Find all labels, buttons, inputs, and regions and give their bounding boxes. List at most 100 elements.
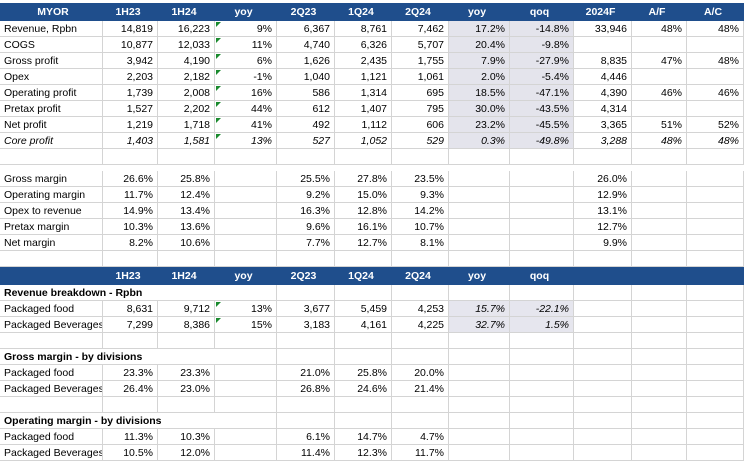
cell-pretax-margin-7[interactable] (449, 219, 510, 235)
empty-cell[interactable] (103, 149, 158, 165)
empty-cell[interactable] (392, 285, 449, 301)
row-label-revenue-rpbn[interactable]: Revenue, Rpbn (0, 21, 103, 37)
row-label-packaged-beverages[interactable]: Packaged Beverages (0, 317, 103, 333)
cell-core-profit-7[interactable]: 0.3% (449, 133, 510, 149)
row-label-packaged-beverages[interactable]: Packaged Beverages (0, 381, 103, 397)
cell-net-margin-10[interactable] (632, 235, 687, 251)
cell-pretax-margin-5[interactable]: 16.1% (335, 219, 392, 235)
cell-core-profit-10[interactable]: 48% (632, 133, 687, 149)
cell-core-profit-6[interactable]: 529 (392, 133, 449, 149)
cell-gross-profit-7[interactable]: 7.9% (449, 53, 510, 69)
cell-packaged-food-5[interactable]: 5,459 (335, 301, 392, 317)
empty-cell[interactable] (574, 149, 632, 165)
empty-cell[interactable] (449, 349, 510, 365)
empty-cell[interactable] (158, 397, 215, 413)
empty-cell[interactable] (510, 333, 574, 349)
empty-cell[interactable] (392, 397, 449, 413)
cell-pretax-margin-8[interactable] (510, 219, 574, 235)
cell-packaged-food-3[interactable]: 13% (215, 301, 277, 317)
empty-cell[interactable] (215, 333, 277, 349)
cell-operating-profit-9[interactable]: 4,390 (574, 85, 632, 101)
cell-core-profit-2[interactable]: 1,581 (158, 133, 215, 149)
section-title-revenue[interactable]: Revenue breakdown - Rpbn (0, 285, 277, 301)
empty-cell[interactable] (277, 349, 335, 365)
empty-cell[interactable] (0, 251, 103, 267)
cell-opex-to-revenue-3[interactable] (215, 203, 277, 219)
empty-cell[interactable] (687, 397, 744, 413)
empty-cell[interactable] (687, 285, 744, 301)
empty-cell[interactable] (0, 149, 103, 165)
cell-revenue-rpbn-3[interactable]: 9% (215, 21, 277, 37)
cell-packaged-food-2[interactable]: 10.3% (158, 429, 215, 445)
cell-packaged-food-8[interactable] (510, 429, 574, 445)
cell-cogs-11[interactable] (687, 37, 744, 53)
cell-packaged-beverages-2[interactable]: 8,386 (158, 317, 215, 333)
cell-packaged-food-10[interactable] (632, 365, 687, 381)
cell-packaged-beverages-8[interactable]: 1.5% (510, 317, 574, 333)
cell-packaged-food-11[interactable] (687, 365, 744, 381)
cell-revenue-rpbn-8[interactable]: -14.8% (510, 21, 574, 37)
cell-operating-margin-5[interactable]: 15.0% (335, 187, 392, 203)
row-label-packaged-food[interactable]: Packaged food (0, 429, 103, 445)
empty-cell[interactable] (449, 251, 510, 267)
cell-gross-margin-4[interactable]: 25.5% (277, 171, 335, 187)
cell-pretax-margin-1[interactable]: 10.3% (103, 219, 158, 235)
cell-pretax-profit-3[interactable]: 44% (215, 101, 277, 117)
empty-cell[interactable] (335, 349, 392, 365)
cell-net-margin-1[interactable]: 8.2% (103, 235, 158, 251)
empty-cell[interactable] (449, 413, 510, 429)
cell-operating-profit-5[interactable]: 1,314 (335, 85, 392, 101)
cell-packaged-beverages-8[interactable] (510, 381, 574, 397)
row-label-gross-profit[interactable]: Gross profit (0, 53, 103, 69)
cell-cogs-9[interactable] (574, 37, 632, 53)
empty-cell[interactable] (335, 397, 392, 413)
row-label-operating-profit[interactable]: Operating profit (0, 85, 103, 101)
cell-pretax-profit-9[interactable]: 4,314 (574, 101, 632, 117)
cell-net-margin-4[interactable]: 7.7% (277, 235, 335, 251)
cell-pretax-profit-2[interactable]: 2,202 (158, 101, 215, 117)
empty-cell[interactable] (277, 413, 335, 429)
empty-cell[interactable] (510, 397, 574, 413)
cell-packaged-food-1[interactable]: 11.3% (103, 429, 158, 445)
row-label-pretax-margin[interactable]: Pretax margin (0, 219, 103, 235)
cell-packaged-food-4[interactable]: 6.1% (277, 429, 335, 445)
cell-pretax-profit-8[interactable]: -43.5% (510, 101, 574, 117)
cell-packaged-food-10[interactable] (632, 429, 687, 445)
cell-net-profit-8[interactable]: -45.5% (510, 117, 574, 133)
empty-cell[interactable] (0, 333, 103, 349)
cell-gross-profit-6[interactable]: 1,755 (392, 53, 449, 69)
empty-cell[interactable] (449, 333, 510, 349)
cell-core-profit-8[interactable]: -49.8% (510, 133, 574, 149)
cell-packaged-food-11[interactable] (687, 301, 744, 317)
cell-net-margin-5[interactable]: 12.7% (335, 235, 392, 251)
cell-net-profit-2[interactable]: 1,718 (158, 117, 215, 133)
cell-opex-to-revenue-5[interactable]: 12.8% (335, 203, 392, 219)
cell-opex-10[interactable] (632, 69, 687, 85)
cell-opex-11[interactable] (687, 69, 744, 85)
cell-pretax-profit-10[interactable] (632, 101, 687, 117)
cell-gross-margin-3[interactable] (215, 171, 277, 187)
empty-cell[interactable] (215, 251, 277, 267)
cell-cogs-8[interactable]: -9.8% (510, 37, 574, 53)
empty-cell[interactable] (574, 413, 632, 429)
cell-pretax-margin-11[interactable] (687, 219, 744, 235)
cell-pretax-profit-6[interactable]: 795 (392, 101, 449, 117)
empty-cell[interactable] (687, 251, 744, 267)
cell-net-profit-9[interactable]: 3,365 (574, 117, 632, 133)
cell-gross-margin-2[interactable]: 25.8% (158, 171, 215, 187)
cell-gross-margin-10[interactable] (632, 171, 687, 187)
empty-cell[interactable] (632, 149, 687, 165)
cell-revenue-rpbn-10[interactable]: 48% (632, 21, 687, 37)
cell-net-profit-4[interactable]: 492 (277, 117, 335, 133)
cell-net-profit-7[interactable]: 23.2% (449, 117, 510, 133)
empty-cell[interactable] (510, 251, 574, 267)
empty-cell[interactable] (277, 397, 335, 413)
row-label-packaged-food[interactable]: Packaged food (0, 301, 103, 317)
empty-cell[interactable] (335, 251, 392, 267)
cell-pretax-margin-2[interactable]: 13.6% (158, 219, 215, 235)
cell-net-profit-11[interactable]: 52% (687, 117, 744, 133)
cell-opex-to-revenue-4[interactable]: 16.3% (277, 203, 335, 219)
cell-operating-margin-3[interactable] (215, 187, 277, 203)
cell-core-profit-9[interactable]: 3,288 (574, 133, 632, 149)
cell-opex-8[interactable]: -5.4% (510, 69, 574, 85)
